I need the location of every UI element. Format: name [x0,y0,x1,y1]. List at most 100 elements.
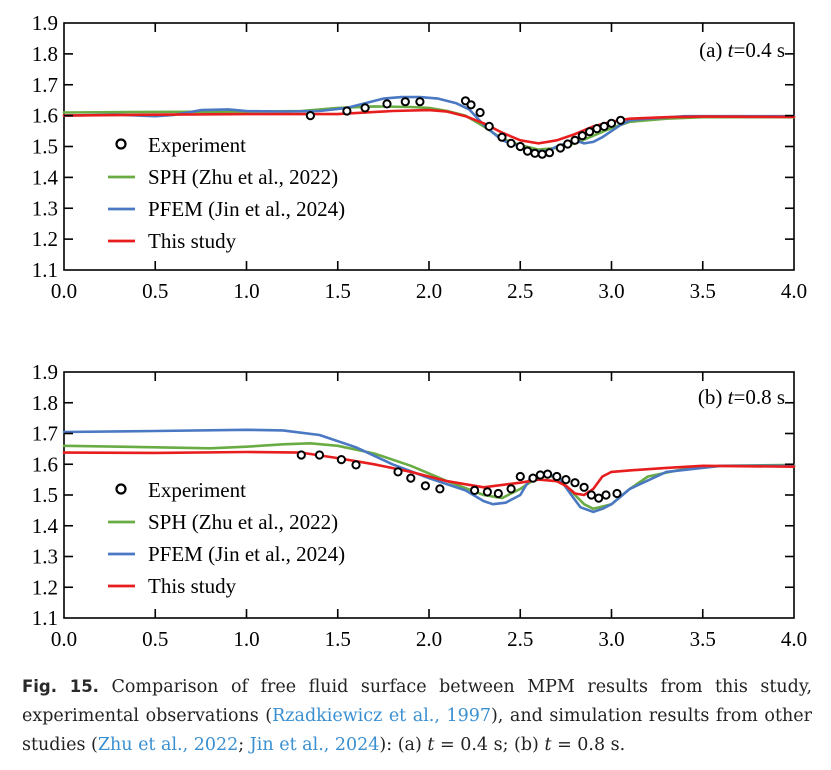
panel-label-a: (a) t=0.4 s [699,38,785,62]
caption-text-6: = 0.8 s. [551,735,626,755]
experiment-point-a [544,148,555,158]
experiment-point-a [466,100,476,110]
y-tick-label-a: 1.2 [32,227,58,251]
panel-b: 0.0 0.5 1.0 1.5 2.0 2.5 3.0 3.5 4.0 1.1 1.2 1.3 1.4 1… [32,360,807,651]
y-tick-label-b: 1.4 [32,514,59,538]
panel-label-prefix: (a) [699,38,728,62]
x-tick-label-b: 0.0 [51,627,77,651]
x-tick-label-b: 1.5 [325,627,351,651]
caption-text-2: ), and simulation results from other stu… [22,706,812,755]
panel-label-b: (b) t=0.8 s [698,385,785,409]
panel-label-time: =0.8 s [733,385,785,409]
y-tick-label-b: 1.5 [32,483,58,507]
panel-label-var: t [728,38,735,62]
experiment-point-b [420,481,430,491]
experiment-point-a [415,97,425,107]
legend-label: SPH (Zhu et al., 2022) [148,510,338,534]
legend-label: SPH (Zhu et al., 2022) [148,165,338,189]
experiment-point-b [493,488,503,499]
caption-text-4: ): (a) [379,735,428,755]
x-tick-label-a: 1.0 [233,279,259,303]
y-tick-label-b: 1.2 [32,575,58,599]
experiment-point-b [314,450,325,460]
experiment-point-a [599,121,609,132]
legend-marker-experiment [115,483,127,495]
x-tick-label-b: 3.0 [598,627,624,651]
experiment-point-a [555,143,566,153]
y-tick-label-a: 1.5 [32,135,58,159]
x-tick-label-a: 0.0 [51,279,77,303]
x-tick-label-a: 2.0 [416,279,442,303]
x-tick-label-a: 2.5 [507,279,533,303]
experiment-point-a [530,148,540,158]
y-tick-label-a: 1.8 [32,42,58,66]
experiment-point-a [606,118,617,128]
experiment-point-a [592,124,602,134]
experiment-point-b [336,455,346,465]
legend-label: Experiment [148,133,246,157]
experiment-point-b [561,475,571,485]
caption-cite-jin[interactable]: Jin et al., 2024 [249,735,380,755]
x-tick-label-a: 0.5 [142,279,168,303]
experiment-point-a [570,135,580,145]
y-tick-label-b: 1.9 [32,360,58,384]
experiment-point-a [497,132,507,142]
y-tick-label-b: 1.6 [32,452,58,476]
experiment-point-b [586,490,597,500]
x-tick-label-a: 3.0 [598,279,624,303]
experiment-point-b [470,485,480,495]
figure-caption: Fig. 15. Comparison of free fluid surfac… [22,672,812,760]
experiment-point-a [585,127,595,137]
x-tick-label-a: 3.5 [690,279,716,303]
experiment-point-b [594,493,604,503]
panel-label-prefix: (b) [698,385,728,409]
y-tick-label-b: 1.7 [32,422,58,446]
experiment-point-b [406,473,416,483]
caption-var-a: t [427,735,435,755]
x-tick-label-b: 2.5 [507,627,533,651]
x-tick-label-b: 4.0 [781,627,807,651]
y-tick-label-a: 1.1 [32,258,58,282]
legend-label: Experiment [148,478,246,502]
y-tick-label-a: 1.3 [32,196,58,220]
x-tick-label-b: 2.0 [416,627,442,651]
experiment-point-a [382,99,392,109]
series-line-a-pfem [62,95,796,153]
experiment-point-b [579,482,589,492]
experiment-point-b [543,469,553,479]
y-tick-label-a: 1.6 [32,104,58,128]
x-tick-label-b: 0.5 [142,627,168,651]
experiment-point-b [393,467,403,477]
caption-text-1: Comparison of free fluid surface between… [22,677,813,726]
legend-marker-experiment [115,138,127,150]
y-tick-label-b: 1.3 [32,545,58,569]
experiment-point-a [616,115,626,125]
legend-label: PFEM (Jin et al., 2024) [148,197,345,221]
experiment-point-a [515,141,525,152]
experiment-point-b [601,490,611,500]
experiment-point-b [482,487,492,497]
experiment-point-b [296,450,306,460]
series-line-b-pfem [62,428,796,514]
experiment-point-b [435,484,445,494]
x-tick-label-a: 1.5 [325,279,351,303]
figure: 0.0 0.5 1.0 1.5 2.0 2.5 3.0 3.5 4.0 1.1 1.2 1.3 1.4 1… [32,11,807,651]
caption-fig-label: Fig. 15. [22,677,99,696]
experiment-point-a [360,103,370,113]
experiment-point-b [515,471,525,482]
experiment-point-a [563,139,573,149]
legend-label: This study [148,574,237,598]
legend-label: PFEM (Jin et al., 2024) [148,542,345,566]
x-tick-label-b: 3.5 [690,627,716,651]
y-tick-label-a: 1.9 [32,11,58,35]
experiment-point-a [400,97,410,107]
x-tick-label-b: 1.0 [233,627,259,651]
legend-label: This study [148,229,237,253]
experiment-point-a [506,138,516,148]
experiment-point-a [577,131,587,141]
experiment-point-b [612,488,622,499]
caption-cite-zhu[interactable]: Zhu et al., 2022 [97,735,239,755]
experiment-point-b [535,470,545,480]
experiment-point-a [475,107,485,118]
caption-cite-rzadkiewicz[interactable]: Rzadkiewicz et al., 1997 [272,706,491,726]
